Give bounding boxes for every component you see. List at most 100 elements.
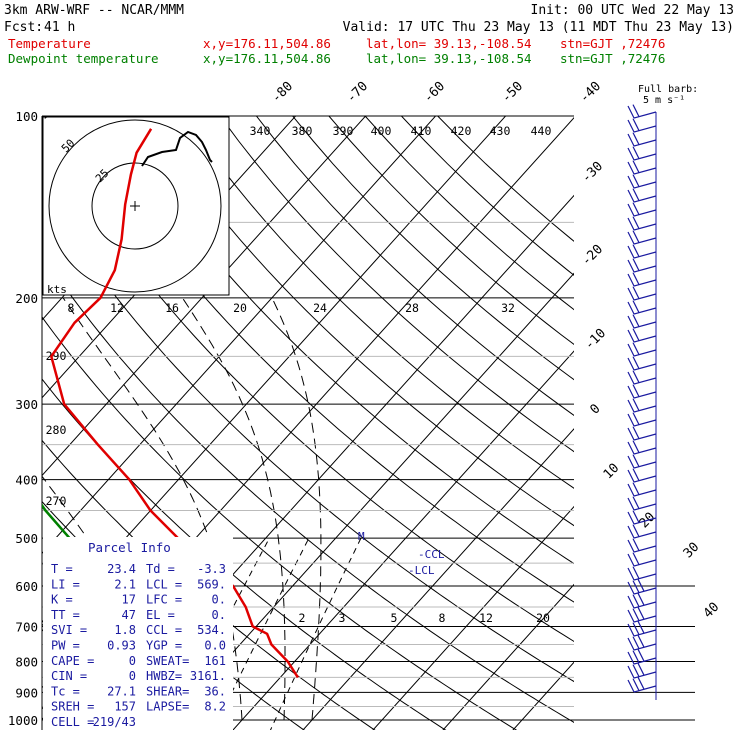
wind-barb-flag [628, 148, 634, 160]
isotherm-label: -80 [269, 79, 296, 106]
pressure-label: 600 [15, 579, 38, 594]
dry-adiabat-line [236, 88, 740, 732]
wind-barb-flag [638, 607, 644, 619]
parcel-value: 27.1 [107, 684, 136, 698]
wind-barb-flag [628, 120, 634, 132]
wind-barb [628, 677, 656, 692]
wind-barb-flag [633, 189, 639, 201]
legend-dewpoint-label: Dewpoint temperature [8, 51, 159, 66]
wind-barb [628, 273, 656, 286]
dry-adiabat-label: 380 [292, 124, 313, 138]
wind-barb-flag [633, 231, 639, 243]
wind-scale-label: 32 [501, 301, 515, 315]
parcel-key: PW = [51, 639, 80, 653]
legend-dewpoint-station: stn=GJT ,72476 [560, 51, 665, 66]
wind-barb [628, 161, 656, 174]
mixing-ratio-label: 5 [391, 611, 398, 625]
isotherm-line [510, 88, 740, 732]
wind-barb-flag [628, 652, 634, 664]
pressure-label: 200 [15, 291, 38, 306]
legend-temperature-label: Temperature [8, 36, 91, 51]
mixing-ratio-label: 20 [536, 611, 550, 625]
wind-barb-flag [628, 288, 634, 300]
pressure-label: 300 [15, 397, 38, 412]
wind-barb-flag [633, 413, 639, 425]
wind-barb-flag [633, 133, 639, 145]
mixing-ratio-label: 12 [479, 611, 493, 625]
parcel-value: 2.1 [114, 577, 136, 591]
wind-barb-flag [628, 442, 634, 454]
parcel-key: SHEAR= [146, 684, 189, 698]
wind-barb-flag [633, 371, 639, 383]
wind-barb-flag [628, 414, 634, 426]
wind-barb-flag [628, 624, 634, 636]
wind-barb-flag [633, 329, 639, 341]
wind-barb-flag [633, 609, 639, 621]
wind-barb-flag [633, 119, 639, 131]
parcel-key: HWBZ= [146, 669, 182, 683]
wind-barb-flag [628, 428, 634, 440]
wind-barb-flag [628, 540, 634, 552]
dry-adiabat-line [201, 88, 740, 732]
isotherm-label: -40 [577, 79, 604, 106]
parcel-key: CELL = [51, 715, 94, 729]
parcel-info-title: Parcel Info [88, 540, 171, 555]
pressure-label: 900 [15, 685, 38, 700]
legend-temperature-latlon: lat,lon= 39.13,-108.54 [366, 36, 532, 51]
wind-barb-flag [628, 484, 634, 496]
dry-adiabat-label: 400 [371, 124, 392, 138]
pressure-label: 100 [15, 109, 38, 124]
parcel-value: 0 [129, 669, 136, 683]
wind-barb-flag [628, 498, 634, 510]
parcel-key: YGP = [146, 639, 182, 653]
wind-barb [628, 175, 656, 188]
wind-barb-flag [633, 483, 639, 495]
wind-barb [628, 441, 656, 454]
isotherm-label: 30 [681, 540, 703, 562]
parcel-key: Tc = [51, 684, 80, 698]
wind-barb-flag [628, 526, 634, 538]
wind-barb [628, 259, 656, 272]
legend-dewpoint-xy: x,y=176.11,504.86 [203, 51, 331, 66]
annotation-ccl: -CCL [418, 548, 445, 561]
pressure-label: 400 [15, 473, 38, 488]
wind-barb [628, 413, 656, 426]
pressure-label: 1000 [8, 713, 38, 728]
wind-barb-flag [633, 147, 639, 159]
parcel-value: 0 [129, 654, 136, 668]
dry-adiabat-label: 430 [490, 124, 511, 138]
wind-barb-flag [633, 553, 639, 565]
wind-barb-flag [628, 582, 634, 594]
wind-barb-flag [628, 204, 634, 216]
hodograph-kts-label: kts [47, 283, 67, 296]
parcel-key: SREH = [51, 700, 94, 714]
wind-barb [628, 105, 656, 118]
wind-barb [628, 315, 656, 328]
isotherm-line [230, 88, 740, 732]
wind-barb [628, 371, 656, 384]
dry-adiabat-label: 440 [531, 124, 552, 138]
full-barb-label: Full barb: [638, 84, 698, 95]
isotherm-label: 0 [587, 401, 603, 417]
dry-adiabat-label: 420 [451, 124, 472, 138]
wind-barb-flag [633, 287, 639, 299]
wind-barb-flag [633, 525, 639, 537]
isotherm-label: -20 [579, 242, 606, 269]
parcel-value: 157 [114, 700, 136, 714]
dry-adiabat-label: 340 [250, 124, 271, 138]
parcel-value: 3161. [190, 669, 226, 683]
wind-barb [628, 385, 656, 398]
parcel-key: SVI = [51, 623, 87, 637]
wind-barb-flag [633, 427, 639, 439]
wind-barb [628, 231, 656, 244]
wind-barb-flag [628, 232, 634, 244]
theta-e-label: 270 [46, 494, 67, 508]
pressure-label: 700 [15, 619, 38, 634]
mixing-ratio-label: 2 [299, 611, 306, 625]
wind-barb-flag [638, 663, 644, 675]
parcel-key: K = [51, 593, 73, 607]
wind-barb-flag [633, 175, 639, 187]
